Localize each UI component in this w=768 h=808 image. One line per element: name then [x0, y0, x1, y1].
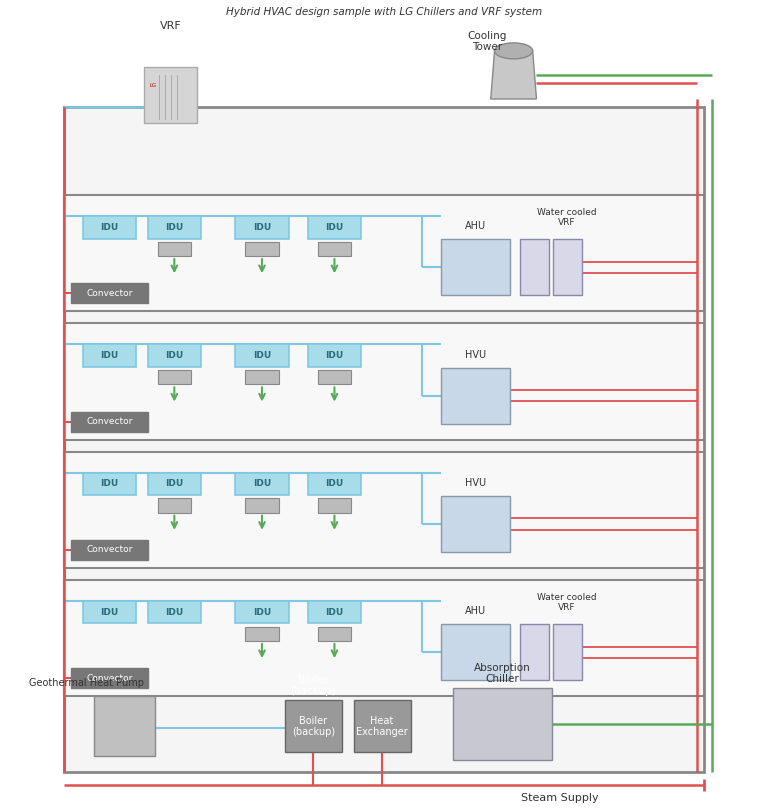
Text: IDU: IDU: [253, 479, 271, 488]
FancyBboxPatch shape: [520, 624, 548, 680]
FancyBboxPatch shape: [147, 216, 201, 238]
Text: IDU: IDU: [253, 223, 271, 232]
FancyBboxPatch shape: [71, 284, 147, 304]
FancyBboxPatch shape: [64, 107, 704, 772]
FancyBboxPatch shape: [308, 344, 361, 367]
FancyBboxPatch shape: [441, 624, 510, 680]
Text: HVU: HVU: [465, 350, 486, 360]
FancyBboxPatch shape: [157, 242, 191, 256]
Text: Steam Supply: Steam Supply: [521, 793, 598, 802]
FancyBboxPatch shape: [235, 216, 289, 238]
FancyBboxPatch shape: [147, 473, 201, 495]
FancyBboxPatch shape: [157, 370, 191, 385]
Text: AHU: AHU: [465, 606, 486, 617]
FancyBboxPatch shape: [245, 370, 279, 385]
Text: HVU: HVU: [465, 478, 486, 488]
FancyBboxPatch shape: [71, 540, 147, 560]
Text: IDU: IDU: [101, 351, 118, 360]
Ellipse shape: [495, 43, 533, 59]
Text: Water cooled
VRF: Water cooled VRF: [537, 593, 597, 612]
FancyBboxPatch shape: [71, 412, 147, 431]
FancyBboxPatch shape: [83, 344, 136, 367]
FancyBboxPatch shape: [553, 239, 582, 296]
Text: IDU: IDU: [101, 479, 118, 488]
Text: AHU: AHU: [465, 221, 486, 231]
Text: LG: LG: [149, 83, 157, 88]
Text: IDU: IDU: [326, 479, 343, 488]
FancyBboxPatch shape: [147, 601, 201, 623]
FancyBboxPatch shape: [235, 473, 289, 495]
Text: IDU: IDU: [165, 479, 184, 488]
Text: Heat
Exchanger: Heat Exchanger: [356, 716, 408, 737]
Text: Boiler
(backup): Boiler (backup): [292, 716, 335, 737]
FancyBboxPatch shape: [64, 323, 704, 440]
Text: IDU: IDU: [326, 608, 343, 617]
FancyBboxPatch shape: [318, 242, 351, 256]
Text: Convector: Convector: [86, 674, 133, 683]
FancyBboxPatch shape: [245, 499, 279, 513]
FancyBboxPatch shape: [441, 368, 510, 423]
FancyBboxPatch shape: [157, 499, 191, 513]
FancyBboxPatch shape: [441, 239, 510, 296]
Text: VRF: VRF: [160, 21, 181, 31]
Text: IDU: IDU: [165, 351, 184, 360]
FancyBboxPatch shape: [245, 626, 279, 641]
FancyBboxPatch shape: [64, 196, 704, 311]
FancyBboxPatch shape: [71, 668, 147, 688]
FancyBboxPatch shape: [308, 473, 361, 495]
Text: Geothermal Heat Pump: Geothermal Heat Pump: [29, 678, 144, 688]
FancyBboxPatch shape: [553, 624, 582, 680]
FancyBboxPatch shape: [285, 701, 342, 752]
FancyBboxPatch shape: [144, 67, 197, 123]
Text: Boiler
(backup): Boiler (backup): [290, 675, 336, 696]
Text: IDU: IDU: [253, 608, 271, 617]
Polygon shape: [491, 51, 537, 99]
Text: Cooling
Tower: Cooling Tower: [467, 31, 507, 53]
Text: IDU: IDU: [253, 351, 271, 360]
Text: Hybrid HVAC design sample with LG Chillers and VRF system: Hybrid HVAC design sample with LG Chille…: [226, 6, 542, 17]
FancyBboxPatch shape: [64, 580, 704, 696]
Text: Water cooled
VRF: Water cooled VRF: [537, 208, 597, 227]
Text: Convector: Convector: [86, 289, 133, 298]
Text: IDU: IDU: [165, 608, 184, 617]
FancyBboxPatch shape: [245, 242, 279, 256]
FancyBboxPatch shape: [83, 216, 136, 238]
FancyBboxPatch shape: [318, 626, 351, 641]
Text: Absorption
Chiller: Absorption Chiller: [474, 663, 531, 684]
Text: Convector: Convector: [86, 545, 133, 554]
FancyBboxPatch shape: [520, 239, 548, 296]
Text: Convector: Convector: [86, 417, 133, 426]
FancyBboxPatch shape: [83, 473, 136, 495]
Text: IDU: IDU: [101, 608, 118, 617]
FancyBboxPatch shape: [452, 688, 551, 760]
FancyBboxPatch shape: [441, 496, 510, 552]
FancyBboxPatch shape: [64, 452, 704, 568]
FancyBboxPatch shape: [83, 601, 136, 623]
FancyBboxPatch shape: [353, 701, 411, 752]
Text: IDU: IDU: [101, 223, 118, 232]
FancyBboxPatch shape: [308, 216, 361, 238]
FancyBboxPatch shape: [235, 601, 289, 623]
Text: IDU: IDU: [326, 223, 343, 232]
Text: IDU: IDU: [326, 351, 343, 360]
FancyBboxPatch shape: [147, 344, 201, 367]
FancyBboxPatch shape: [235, 344, 289, 367]
FancyBboxPatch shape: [94, 696, 155, 756]
FancyBboxPatch shape: [308, 601, 361, 623]
Text: IDU: IDU: [165, 223, 184, 232]
FancyBboxPatch shape: [318, 499, 351, 513]
FancyBboxPatch shape: [318, 370, 351, 385]
